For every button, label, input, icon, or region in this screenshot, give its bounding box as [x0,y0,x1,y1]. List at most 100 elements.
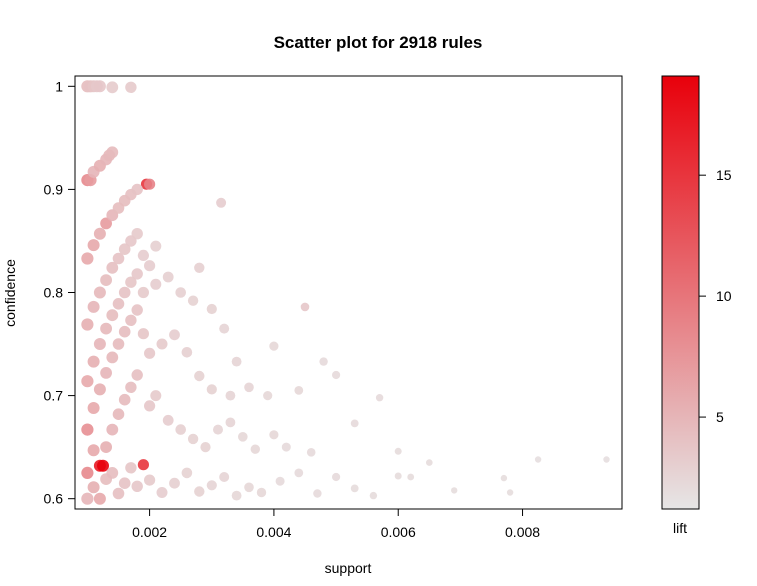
rule-point [118,286,131,299]
rule-point [213,424,223,435]
rule-point [244,382,254,393]
lift-tick-label: 10 [716,288,732,304]
rule-point [106,423,119,436]
lift-tick-label: 15 [716,167,732,183]
rule-point [281,442,291,452]
rule-point [451,487,458,494]
rule-point [313,489,322,498]
rule-point [144,260,156,272]
rule-point [93,286,106,299]
rule-point [131,304,143,316]
rule-point [150,278,162,290]
rule-point [225,417,236,428]
rule-point [112,487,125,500]
rule-point [506,489,514,496]
rule-point [263,391,273,401]
rule-point [150,240,162,252]
rule-point [106,351,119,364]
rule-point [100,322,112,335]
rule-point [194,486,205,497]
plot-area-frame [74,75,623,510]
rule-point [131,183,143,196]
lift-color-bar [661,75,700,510]
rule-point [118,393,131,406]
rule-point [81,375,94,388]
rule-point [332,370,341,380]
rule-point [106,309,119,322]
rule-point [93,227,106,240]
rule-point [137,459,149,471]
lift-tick-label: 5 [716,409,724,425]
rule-point [144,178,156,190]
x-tick-label: 0.002 [132,524,167,540]
y-axis-label: confidence [2,259,18,327]
rule-point [231,356,242,367]
rule-point [187,295,199,306]
y-tick-label: 1 [55,78,63,94]
rule-point [162,414,174,426]
rule-point [269,430,279,440]
rule-point [81,318,94,331]
rule-point [81,252,94,265]
rule-point [106,81,119,94]
rule-point [426,459,433,466]
rule-point [87,355,100,368]
rule-point [100,441,112,453]
rule-point [238,432,248,442]
rule-point [97,459,109,472]
rule-point [181,467,193,479]
rule-point [500,474,508,482]
rule-point [206,480,217,491]
rule-point [118,243,131,255]
y-tick-label: 0.6 [44,491,64,507]
y-tick-label: 0.9 [44,181,64,197]
rule-point [294,468,304,478]
rule-point [219,323,230,334]
rule-point [250,444,260,454]
rule-point [87,481,100,494]
rule-point [112,408,125,421]
rule-point [534,456,542,463]
rule-point [137,286,149,299]
chart-title: Scatter plot for 2918 rules [274,33,483,52]
x-tick-label: 0.006 [381,524,416,540]
rule-point [187,433,199,445]
rule-point [332,472,341,482]
rule-point [87,239,100,252]
rule-point [394,472,402,480]
y-axis: 0.6 0.7 0.8 0.9 1 [44,78,76,507]
rule-point [144,400,156,412]
rule-point [125,381,137,393]
rule-point [169,329,180,341]
rule-point [112,298,125,310]
rule-point [369,491,378,500]
rule-point [87,402,100,414]
rule-point [269,341,279,351]
rule-point [118,325,131,338]
rule-point [100,274,112,286]
rule-point [206,303,217,315]
rule-point [106,146,119,159]
rule-point [394,447,402,455]
rule-point [231,490,242,501]
rule-point [181,347,193,358]
rule-point [375,394,384,402]
rule-point [194,262,205,273]
rule-point [137,328,149,340]
rule-point [93,80,106,93]
rule-point [125,276,137,288]
x-tick-label: 0.008 [505,524,540,540]
rule-point [162,271,174,283]
rule-point [144,347,156,359]
x-axis-label: support [325,560,372,576]
rule-point [131,369,143,381]
rule-point [156,338,168,350]
rule-point [106,467,119,479]
rule-point [350,419,359,428]
rule-point [112,252,125,265]
rule-point [118,477,131,490]
rule-point [169,477,180,489]
rule-point [100,367,112,379]
rule-point [131,228,143,240]
rule-point [87,300,100,313]
